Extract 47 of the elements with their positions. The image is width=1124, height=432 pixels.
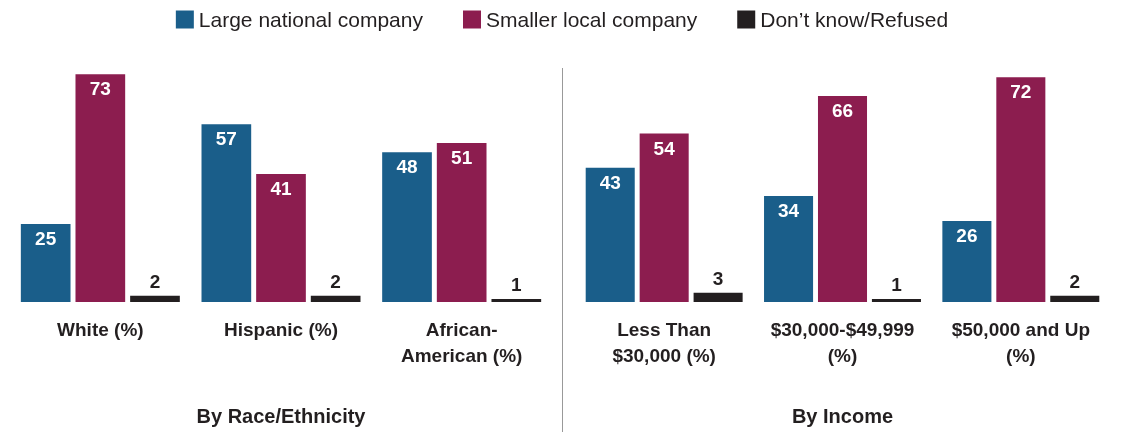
bar bbox=[942, 220, 992, 302]
data-label: 43 bbox=[599, 171, 621, 193]
bar bbox=[639, 133, 689, 302]
data-label: 73 bbox=[89, 78, 111, 100]
bar bbox=[491, 298, 542, 302]
data-label: 3 bbox=[712, 267, 724, 289]
legend-label: Don’t know/Refused bbox=[760, 8, 949, 31]
bar bbox=[436, 142, 487, 302]
data-label: 2 bbox=[330, 270, 341, 292]
bar bbox=[75, 74, 126, 302]
data-label: 51 bbox=[451, 146, 473, 168]
x-tick-label: Less Than $30,000 (%) bbox=[612, 318, 716, 366]
data-label: 66 bbox=[831, 100, 854, 122]
data-label: 72 bbox=[1010, 81, 1032, 103]
bar bbox=[382, 152, 432, 302]
legend-label: Smaller local company bbox=[485, 8, 698, 31]
data-label: 25 bbox=[35, 228, 57, 249]
data-label: 34 bbox=[777, 199, 800, 221]
data-label: 57 bbox=[215, 128, 237, 150]
bar bbox=[871, 298, 921, 302]
x-axis-title: By Income bbox=[791, 405, 894, 427]
data-label: 2 bbox=[1069, 270, 1081, 292]
bar bbox=[764, 195, 814, 302]
x-tick-label: African-American (%) bbox=[400, 318, 523, 366]
data-label: 48 bbox=[396, 156, 418, 178]
bar bbox=[1050, 295, 1100, 302]
bar bbox=[693, 292, 743, 302]
data-label: 41 bbox=[270, 178, 292, 200]
data-label: 1 bbox=[511, 273, 523, 295]
data-label: 26 bbox=[956, 224, 978, 246]
bar bbox=[585, 167, 635, 302]
x-tick-label: White (%) bbox=[57, 318, 144, 340]
legend-label: Large national company bbox=[198, 8, 424, 31]
bar bbox=[996, 77, 1046, 302]
bar bbox=[20, 224, 71, 302]
x-tick-label: Hispanic (%) bbox=[223, 318, 339, 340]
bar bbox=[201, 124, 252, 302]
bar bbox=[256, 174, 306, 302]
x-tick-label: $30,000-$49,999 (%) bbox=[770, 318, 915, 366]
data-label: 2 bbox=[149, 270, 161, 292]
bar bbox=[130, 295, 180, 302]
data-label: 1 bbox=[891, 273, 903, 295]
data-label: 54 bbox=[653, 137, 676, 159]
x-axis-title: By Race/Ethnicity bbox=[196, 405, 367, 427]
bar bbox=[310, 295, 361, 302]
bar bbox=[817, 96, 868, 302]
x-tick-label: $50,000 and Up (%) bbox=[951, 318, 1091, 366]
